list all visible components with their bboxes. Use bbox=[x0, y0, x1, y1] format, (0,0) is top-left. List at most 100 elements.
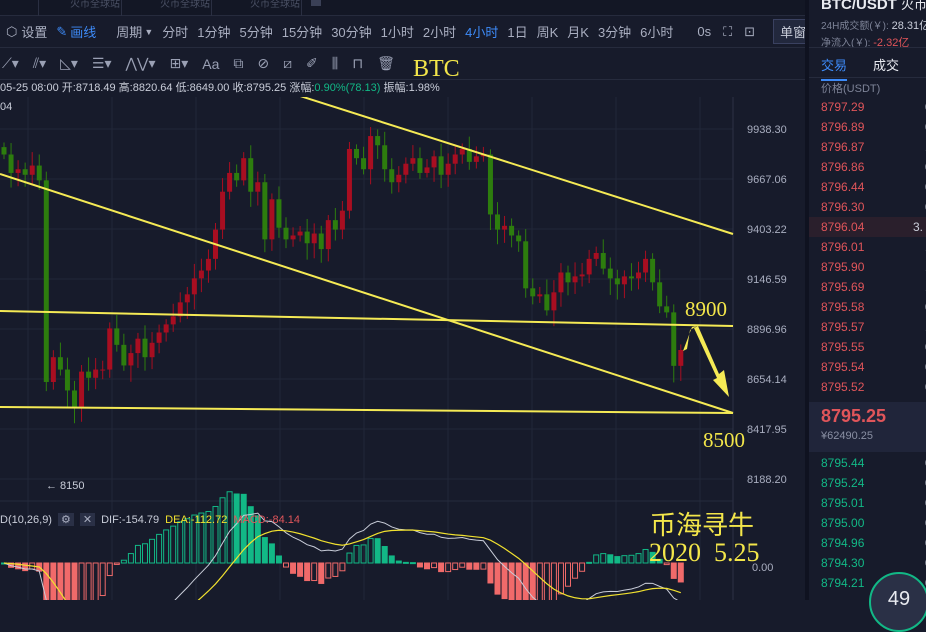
macd-bar bbox=[332, 562, 339, 577]
candle-body bbox=[276, 199, 282, 228]
close-icon[interactable]: ✕ bbox=[79, 513, 96, 526]
bid-row[interactable]: 8794.960. bbox=[821, 533, 926, 553]
lock-icon[interactable]: ⊓ bbox=[352, 55, 364, 71]
period-dropdown[interactable]: 周期 bbox=[116, 25, 143, 40]
macd-bar bbox=[445, 562, 452, 573]
candle-body bbox=[368, 136, 374, 170]
ask-row[interactable]: 8796.011. bbox=[821, 237, 926, 257]
macd-bar bbox=[466, 562, 473, 570]
candle-body bbox=[269, 199, 275, 240]
ask-row[interactable]: 8795.540. bbox=[821, 357, 926, 377]
ask-row[interactable]: 8795.580. bbox=[821, 297, 926, 317]
bid-row[interactable]: 8795.240. bbox=[821, 473, 926, 493]
chart-canvas[interactable]: 9938.30 9667.06 9403.22 9146.59 8896.96 8654.… bbox=[0, 97, 805, 600]
price: 8796.30 bbox=[821, 200, 865, 214]
interval-1min[interactable]: 1分钟 bbox=[197, 25, 231, 40]
ask-row[interactable]: 8795.901. bbox=[821, 257, 926, 277]
ruler-icon[interactable]: ⧄ bbox=[283, 55, 293, 71]
ask-row[interactable]: 8796.440. bbox=[821, 177, 926, 197]
interval-1h[interactable]: 1小时 bbox=[380, 25, 414, 40]
parallel-tool-icon[interactable]: ⫽▾ bbox=[32, 55, 47, 71]
volume-label: 24H成交额(￥): bbox=[821, 21, 889, 32]
gear-icon[interactable]: ⚙ bbox=[57, 513, 74, 526]
macd-bar bbox=[170, 525, 177, 564]
ask-row[interactable]: 8796.871. bbox=[821, 137, 926, 157]
interval-4h[interactable]: 4小时 bbox=[465, 25, 499, 40]
candle-body bbox=[318, 233, 324, 250]
tab-trade[interactable]: 交易 bbox=[821, 55, 848, 81]
ask-row[interactable]: 8796.04 3. bbox=[809, 217, 926, 237]
candle-body bbox=[93, 369, 99, 378]
candles-icon[interactable]: ⫼ bbox=[331, 55, 339, 71]
ask-row[interactable]: 8796.300. bbox=[821, 197, 926, 217]
macd-bar bbox=[579, 562, 586, 572]
price: 8796.01 bbox=[821, 240, 865, 254]
interval-fenshi[interactable]: 分时 bbox=[162, 25, 189, 40]
ask-row[interactable]: 8796.860. bbox=[821, 157, 926, 177]
draw-button[interactable]: 画线 bbox=[70, 25, 97, 40]
measure-icon[interactable]: ⧉ bbox=[233, 55, 244, 71]
macd-bar bbox=[127, 553, 134, 564]
tab-deals[interactable]: 成交 bbox=[873, 58, 900, 73]
last-price: 8795.25 bbox=[821, 406, 887, 426]
btc-annotation: BTC bbox=[413, 56, 460, 82]
price: 8796.89 bbox=[821, 120, 865, 134]
magnet-icon[interactable]: ⊘ bbox=[257, 55, 270, 71]
macd-bar bbox=[586, 561, 593, 564]
browser-tab[interactable]: 火币全球站 bbox=[212, 0, 302, 16]
macd-bar bbox=[487, 562, 494, 584]
ask-row[interactable]: 8796.890. bbox=[821, 117, 926, 137]
interval-5min[interactable]: 5分钟 bbox=[239, 25, 273, 40]
resistance-line bbox=[0, 310, 734, 327]
ask-row[interactable]: 8797.290. bbox=[821, 97, 926, 117]
fullscreen-icon[interactable]: ⛶ bbox=[723, 23, 733, 39]
ask-row[interactable]: 8795.520. bbox=[821, 377, 926, 397]
last-price-box: 8795.25 ¥62490.25 bbox=[809, 402, 926, 452]
macd-bar bbox=[649, 551, 656, 564]
browser-tab[interactable]: 火币全球站 bbox=[122, 0, 212, 16]
candle-body bbox=[509, 225, 515, 236]
browser-tab[interactable] bbox=[0, 0, 39, 16]
gear-icon[interactable]: ⬡ bbox=[6, 23, 18, 39]
angle-tool-icon[interactable]: ◺▾ bbox=[60, 55, 78, 71]
bid-row[interactable]: 8794.300. bbox=[821, 553, 926, 573]
candle-body bbox=[516, 235, 522, 242]
interval-month[interactable]: 月K bbox=[567, 25, 589, 40]
macd-bar bbox=[522, 562, 529, 600]
interval-15min[interactable]: 15分钟 bbox=[281, 25, 323, 40]
bid-row[interactable]: 8795.440. bbox=[821, 453, 926, 473]
macd-bar bbox=[388, 555, 395, 564]
interval-30min[interactable]: 30分钟 bbox=[331, 25, 372, 40]
wave-tool-icon[interactable]: ⋀⋁▾ bbox=[125, 55, 156, 71]
new-tab-button[interactable] bbox=[311, 0, 321, 6]
interval-2h[interactable]: 2小时 bbox=[422, 25, 457, 40]
panel-tabs: 交易 成交 bbox=[809, 47, 926, 81]
browser-tab[interactable]: 火币全球站 bbox=[32, 0, 122, 16]
settings-button[interactable]: 设置 bbox=[21, 25, 48, 40]
text-tool[interactable]: Aa bbox=[202, 55, 220, 72]
refresh-timer[interactable]: 49 bbox=[869, 572, 926, 632]
macd-bar bbox=[113, 562, 120, 565]
interval-6h[interactable]: 6小时 bbox=[640, 25, 674, 40]
bid-row[interactable]: 8795.010. bbox=[821, 493, 926, 513]
interval-1d[interactable]: 1日 bbox=[507, 25, 528, 40]
candle-body bbox=[205, 258, 211, 271]
ask-row[interactable]: 8795.691. bbox=[821, 277, 926, 297]
candle-body bbox=[220, 191, 226, 230]
line-tool-icon[interactable]: ⟋▾ bbox=[2, 55, 19, 71]
interval-3min[interactable]: 3分钟 bbox=[597, 25, 632, 40]
macd-bar bbox=[290, 562, 297, 574]
fib-tool-icon[interactable]: ☰▾ bbox=[91, 55, 112, 71]
add-window-icon[interactable]: ⊡ bbox=[744, 23, 756, 39]
candle-body bbox=[600, 253, 606, 269]
macd-bar bbox=[409, 562, 416, 565]
eraser-icon[interactable]: ✐ bbox=[306, 55, 318, 71]
macd-bar bbox=[395, 560, 402, 564]
ask-row[interactable]: 8795.571. bbox=[821, 317, 926, 337]
price: 8795.01 bbox=[821, 496, 865, 510]
box-tool-icon[interactable]: ⊞▾ bbox=[169, 55, 189, 71]
interval-week[interactable]: 周K bbox=[536, 25, 559, 40]
ask-row[interactable]: 8795.550. bbox=[821, 337, 926, 357]
bid-row[interactable]: 8795.000. bbox=[821, 513, 926, 533]
trash-icon[interactable]: 🗑 bbox=[377, 55, 395, 71]
